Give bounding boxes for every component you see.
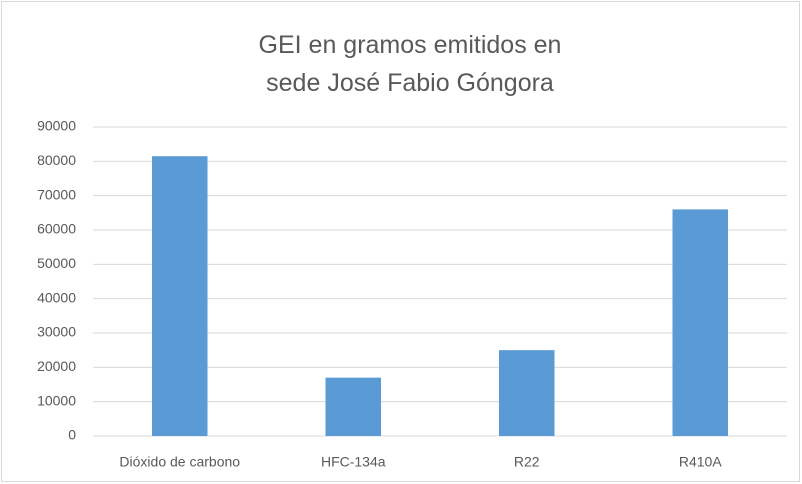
y-tick-label: 60000	[37, 221, 76, 237]
y-tick-label: 80000	[37, 152, 76, 168]
y-tick-label: 50000	[37, 255, 76, 271]
bar	[151, 156, 208, 436]
y-tick-label: 90000	[37, 118, 76, 134]
bar	[498, 350, 555, 436]
y-tick-label: 0	[68, 427, 76, 443]
x-tick-label: HFC-134a	[321, 454, 386, 470]
y-tick-label: 10000	[37, 392, 76, 408]
y-tick-label: 30000	[37, 324, 76, 340]
x-tick-label: R410A	[679, 454, 722, 470]
x-tick-label: R22	[514, 454, 540, 470]
bar	[325, 377, 382, 436]
bar	[672, 209, 729, 436]
y-tick-label: 20000	[37, 358, 76, 374]
y-tick-label: 70000	[37, 186, 76, 202]
chart-title: GEI en gramos emitidos en sede José Fabi…	[258, 31, 562, 97]
x-tick-label: Dióxido de carbono	[119, 454, 240, 470]
y-tick-label: 40000	[37, 289, 76, 305]
